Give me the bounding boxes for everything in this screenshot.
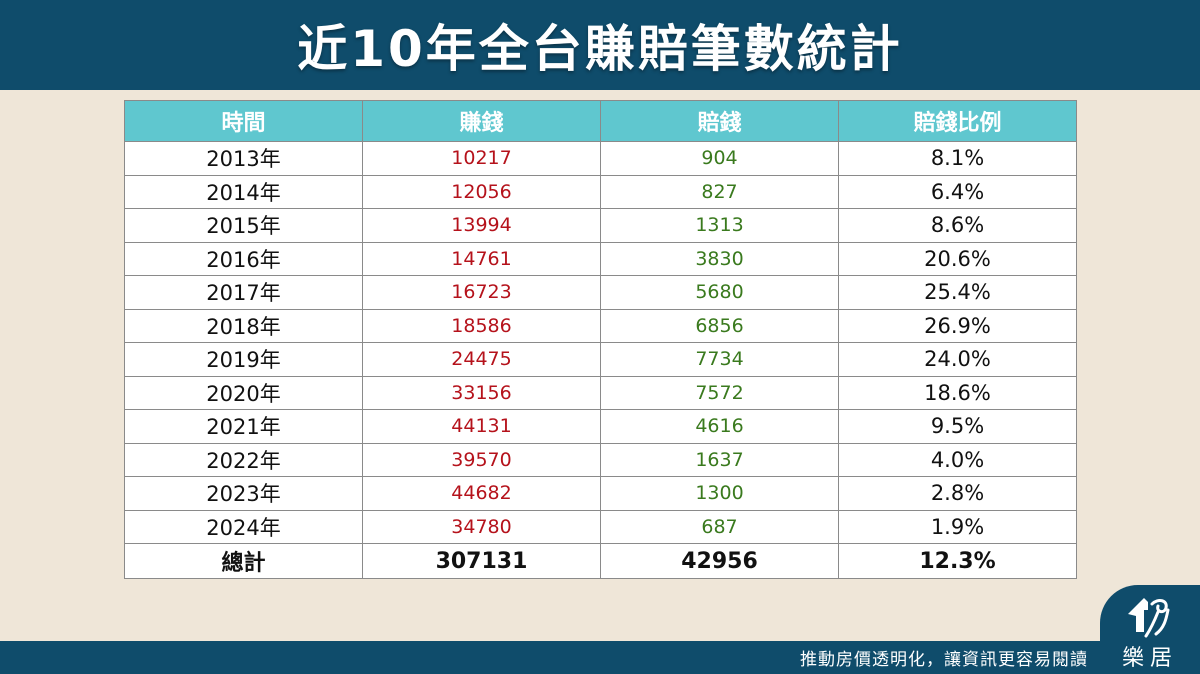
cell-loss: 1313 [600,208,839,243]
table-row: 2023年 44682 1300 2.8% [124,476,1077,511]
cell-period: 2017年 [124,275,363,310]
total-loss: 42956 [600,543,839,579]
stats-table-container: 時間 賺錢 賠錢 賠錢比例 2013年 10217 904 8.1% 2014年 1205… [124,100,1077,579]
cell-period: 2019年 [124,342,363,377]
cell-loss: 687 [600,509,839,544]
cell-profit: 34780 [362,509,601,544]
cell-profit: 33156 [362,375,601,410]
logo-text: 樂居 [1121,646,1178,671]
cell-loss: 4616 [600,409,839,444]
table-row: 2018年 18586 6856 26.9% [124,308,1077,343]
cell-loss: 3830 [600,241,839,276]
cell-profit: 16723 [362,275,601,310]
cell-loss-ratio: 24.0% [838,342,1077,377]
cell-loss-ratio: 8.6% [838,208,1077,243]
cell-profit: 10217 [362,141,601,176]
cell-profit: 12056 [362,174,601,209]
cell-loss: 5680 [600,275,839,310]
cell-loss: 827 [600,174,839,209]
table-row: 2024年 34780 687 1.9% [124,509,1077,544]
total-loss-ratio: 12.3% [838,543,1077,579]
footer-slogan: 推動房價透明化，讓資訊更容易閱讀 [800,650,1088,670]
cell-profit: 44131 [362,409,601,444]
cell-profit: 44682 [362,476,601,511]
table-row: 2020年 33156 7572 18.6% [124,375,1077,410]
table-row: 2014年 12056 827 6.4% [124,174,1077,209]
title-banner [0,0,1200,90]
table-row: 2017年 16723 5680 25.4% [124,275,1077,310]
cell-loss-ratio: 1.9% [838,509,1077,544]
cell-loss-ratio: 2.8% [838,476,1077,511]
cell-period: 2014年 [124,174,363,209]
table-header-row: 時間 賺錢 賠錢 賠錢比例 [124,100,1077,142]
stats-table: 時間 賺錢 賠錢 賠錢比例 2013年 10217 904 8.1% 2014年 1205… [124,100,1077,579]
cell-loss-ratio: 25.4% [838,275,1077,310]
total-profit: 307131 [362,543,601,579]
cell-period: 2021年 [124,409,363,444]
cell-period: 2020年 [124,375,363,410]
cell-loss-ratio: 9.5% [838,409,1077,444]
cell-loss: 1300 [600,476,839,511]
table-body: 2013年 10217 904 8.1% 2014年 12056 827 6.4% 2015年 1… [124,141,1077,579]
footer-band [0,641,1200,674]
cell-loss: 904 [600,141,839,176]
cell-loss: 7734 [600,342,839,377]
cell-loss-ratio: 20.6% [838,241,1077,276]
cell-profit: 39570 [362,442,601,477]
total-label: 總計 [124,543,363,579]
cell-period: 2024年 [124,509,363,544]
cell-profit: 14761 [362,241,601,276]
cell-loss-ratio: 18.6% [838,375,1077,410]
cell-period: 2022年 [124,442,363,477]
cell-period: 2015年 [124,208,363,243]
cell-profit: 24475 [362,342,601,377]
header-profit: 賺錢 [362,100,601,142]
header-loss: 賠錢 [600,100,839,142]
header-period: 時間 [124,100,363,142]
cell-loss-ratio: 4.0% [838,442,1077,477]
cell-loss: 7572 [600,375,839,410]
cell-period: 2023年 [124,476,363,511]
header-loss-ratio: 賠錢比例 [838,100,1077,142]
table-row: 2022年 39570 1637 4.0% [124,442,1077,477]
cell-period: 2013年 [124,141,363,176]
table-row: 2016年 14761 3830 20.6% [124,241,1077,276]
cell-loss-ratio: 6.4% [838,174,1077,209]
cell-loss: 1637 [600,442,839,477]
cell-period: 2018年 [124,308,363,343]
cell-loss: 6856 [600,308,839,343]
table-row: 2015年 13994 1313 8.6% [124,208,1077,243]
table-row: 2019年 24475 7734 24.0% [124,342,1077,377]
cell-profit: 13994 [362,208,601,243]
page-title: 近10年全台賺賠筆數統計 [297,20,903,78]
cell-loss-ratio: 8.1% [838,141,1077,176]
table-row: 2021年 44131 4616 9.5% [124,409,1077,444]
table-total-row: 總計 307131 42956 12.3% [124,543,1077,579]
cell-period: 2016年 [124,241,363,276]
table-row: 2013年 10217 904 8.1% [124,141,1077,176]
cell-profit: 18586 [362,308,601,343]
cell-loss-ratio: 26.9% [838,308,1077,343]
house-logo-icon [1128,598,1170,638]
